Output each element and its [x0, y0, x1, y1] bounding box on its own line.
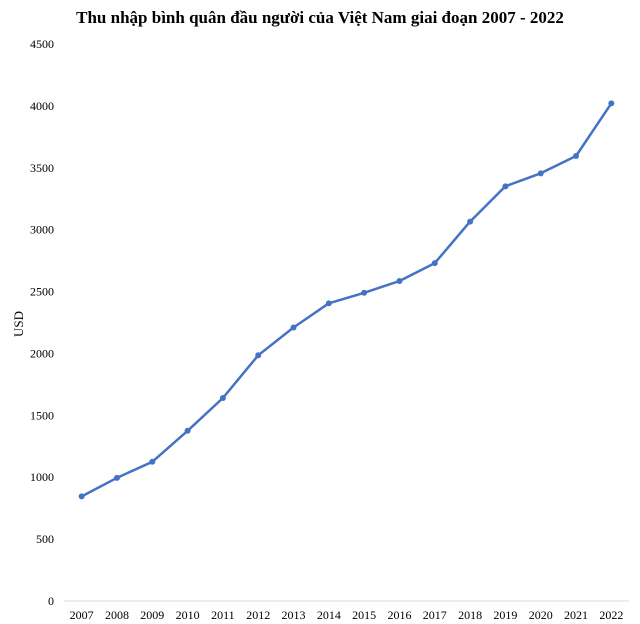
data-point	[325, 300, 332, 307]
y-tick-label: 4000	[30, 99, 54, 113]
x-tick-label: 2010	[176, 608, 200, 622]
y-tick-label: 3000	[30, 223, 54, 237]
y-tick-label: 2000	[30, 346, 54, 360]
x-tick-label: 2015	[352, 608, 376, 622]
x-tick-label: 2012	[246, 608, 270, 622]
data-point	[78, 493, 85, 500]
data-point	[467, 218, 474, 225]
data-point	[290, 324, 297, 331]
x-tick-label: 2019	[493, 608, 517, 622]
x-tick-label: 2016	[387, 608, 411, 622]
data-point	[537, 170, 544, 177]
y-tick-label: 3500	[30, 161, 54, 175]
data-point	[184, 427, 191, 434]
x-tick-label: 2013	[282, 608, 306, 622]
x-tick-label: 2009	[140, 608, 164, 622]
y-tick-label: 4500	[30, 37, 54, 51]
data-point	[573, 153, 580, 160]
x-tick-label: 2017	[423, 608, 447, 622]
data-point	[502, 183, 509, 190]
data-point	[361, 289, 368, 296]
data-point	[219, 395, 226, 402]
y-tick-label: 2500	[30, 285, 54, 299]
data-point	[149, 458, 156, 465]
y-tick-label: 500	[36, 532, 54, 546]
y-tick-label: 1000	[30, 470, 54, 484]
x-tick-label: 2007	[70, 608, 94, 622]
x-tick-label: 2022	[599, 608, 623, 622]
y-tick-label: 0	[48, 594, 54, 608]
y-axis-title: USD	[11, 311, 26, 337]
data-point	[431, 260, 438, 267]
x-tick-label: 2021	[564, 608, 588, 622]
data-point	[396, 278, 403, 285]
x-tick-label: 2011	[211, 608, 235, 622]
x-axis-tick-labels: 2007 2008 2009 2010 2011 2012 2013 2014 2015 2016…	[70, 608, 624, 622]
chart-title: Thu nhập bình quân đầu người của Việt Na…	[76, 8, 564, 27]
x-tick-label: 2008	[105, 608, 129, 622]
series-group	[78, 100, 615, 500]
data-point	[255, 352, 262, 359]
data-point	[608, 100, 615, 107]
data-point	[113, 474, 120, 481]
x-tick-label: 2014	[317, 608, 341, 622]
series-line	[80, 102, 613, 498]
y-axis-tick-labels: 0 500 1000 1500 2000 2500 3000 3500 4000 4500	[30, 37, 54, 608]
y-tick-label: 1500	[30, 408, 54, 422]
x-tick-label: 2018	[458, 608, 482, 622]
x-tick-label: 2020	[529, 608, 553, 622]
